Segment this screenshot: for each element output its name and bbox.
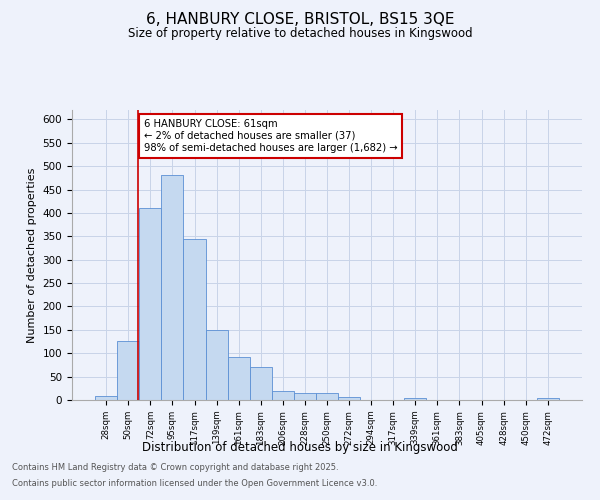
Bar bbox=[316, 394, 338, 400]
Bar bbox=[184, 239, 206, 400]
Text: Size of property relative to detached houses in Kingswood: Size of property relative to detached ho… bbox=[128, 28, 472, 40]
Bar bbox=[117, 340, 139, 400]
Text: Contains public sector information licensed under the Open Government Licence v3: Contains public sector information licen… bbox=[12, 478, 377, 488]
Bar bbox=[95, 396, 117, 400]
Bar bbox=[139, 208, 161, 400]
Bar bbox=[227, 358, 250, 400]
Text: Distribution of detached houses by size in Kingswood: Distribution of detached houses by size … bbox=[142, 441, 458, 454]
Text: 6 HANBURY CLOSE: 61sqm
← 2% of detached houses are smaller (37)
98% of semi-deta: 6 HANBURY CLOSE: 61sqm ← 2% of detached … bbox=[144, 120, 397, 152]
Bar bbox=[206, 330, 227, 400]
Bar bbox=[161, 176, 184, 400]
Y-axis label: Number of detached properties: Number of detached properties bbox=[27, 168, 37, 342]
Bar bbox=[272, 391, 294, 400]
Bar bbox=[537, 398, 559, 400]
Bar bbox=[294, 394, 316, 400]
Text: Contains HM Land Registry data © Crown copyright and database right 2025.: Contains HM Land Registry data © Crown c… bbox=[12, 464, 338, 472]
Bar bbox=[404, 398, 427, 400]
Bar bbox=[338, 397, 360, 400]
Text: 6, HANBURY CLOSE, BRISTOL, BS15 3QE: 6, HANBURY CLOSE, BRISTOL, BS15 3QE bbox=[146, 12, 454, 28]
Bar bbox=[250, 368, 272, 400]
